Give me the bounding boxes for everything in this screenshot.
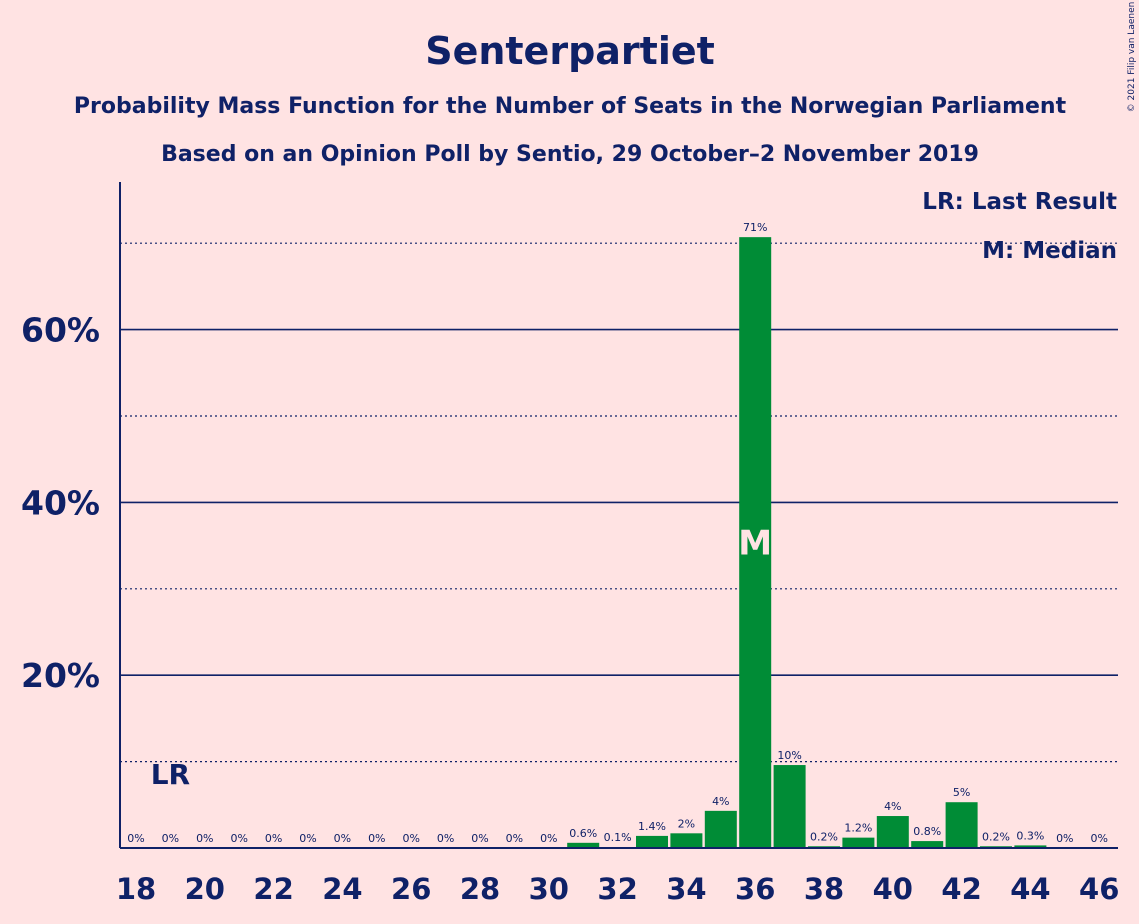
tick-labels: 18 20 22 24 26 28 30 32 34 36 38 40 42 44 46 20% 40% 60% bbox=[21, 311, 1119, 906]
bar bbox=[773, 765, 806, 848]
bar-value-label: 0.2% bbox=[982, 830, 1010, 843]
x-tick-label: 24 bbox=[322, 872, 362, 906]
bar-value-label: 0% bbox=[506, 832, 523, 845]
bar bbox=[670, 833, 703, 848]
bars bbox=[567, 237, 1047, 849]
last-result-marker: LR bbox=[151, 758, 190, 791]
bar-value-label: 0% bbox=[334, 832, 351, 845]
bar bbox=[945, 802, 978, 848]
bar-value-label: 4% bbox=[884, 800, 901, 813]
bar-value-label: 2% bbox=[678, 817, 695, 830]
bar-value-labels: 0% 0% 0% 0% 0% 0% 0% 0% 0% 0% 0% 0% 0% 0.6% 0.1% 1.4% 2%… bbox=[127, 221, 1108, 845]
bar bbox=[567, 842, 600, 848]
bar-value-label: 0% bbox=[196, 832, 213, 845]
x-tick-label: 26 bbox=[391, 872, 431, 906]
y-tick-label: 20% bbox=[21, 656, 100, 695]
bar-value-label: 0% bbox=[265, 832, 282, 845]
bar-value-label: 5% bbox=[953, 786, 970, 799]
y-tick-label: 60% bbox=[21, 311, 100, 350]
bar bbox=[1014, 845, 1047, 848]
bar-value-label: 0% bbox=[127, 832, 144, 845]
bar-value-label: 71% bbox=[743, 221, 767, 234]
bar-value-label: 0% bbox=[402, 832, 419, 845]
bar-value-label: 0% bbox=[1056, 832, 1073, 845]
bar bbox=[876, 816, 909, 848]
x-tick-label: 42 bbox=[941, 872, 981, 906]
copyright-notice: © 2021 Filip van Laenen bbox=[1127, 2, 1137, 113]
bar-value-label: 10% bbox=[777, 749, 801, 762]
x-tick-label: 44 bbox=[1010, 872, 1050, 906]
axes bbox=[119, 182, 1118, 849]
x-tick-label: 28 bbox=[460, 872, 500, 906]
bar-value-label: 0.6% bbox=[569, 827, 597, 840]
x-tick-label: 40 bbox=[873, 872, 913, 906]
bar-value-label: 0.8% bbox=[913, 825, 941, 838]
legend-median: M: Median bbox=[982, 238, 1117, 264]
bar-value-label: 0.3% bbox=[1016, 829, 1044, 842]
legend-last-result: LR: Last Result bbox=[922, 189, 1117, 215]
x-tick-label: 32 bbox=[597, 872, 637, 906]
y-tick-label: 40% bbox=[21, 483, 100, 522]
bar-value-label: 4% bbox=[712, 795, 729, 808]
x-tick-label: 36 bbox=[735, 872, 775, 906]
bar-value-label: 0% bbox=[437, 832, 454, 845]
bar-value-label: 0% bbox=[299, 832, 316, 845]
bar-value-label: 0% bbox=[540, 832, 557, 845]
bar-value-label: 1.2% bbox=[844, 822, 872, 835]
x-tick-label: 46 bbox=[1079, 872, 1119, 906]
chart-title: Senterpartiet bbox=[425, 29, 715, 73]
bar bbox=[911, 841, 944, 848]
bar bbox=[739, 237, 772, 849]
x-tick-label: 38 bbox=[804, 872, 844, 906]
bar bbox=[842, 837, 875, 848]
x-tick-label: 34 bbox=[666, 872, 706, 906]
markers: LR M bbox=[151, 524, 772, 791]
bar-value-label: 0% bbox=[368, 832, 385, 845]
bar-value-label: 0.1% bbox=[604, 831, 632, 844]
bar-value-label: 0.2% bbox=[810, 830, 838, 843]
chart-subtitle-2: Based on an Opinion Poll by Sentio, 29 O… bbox=[161, 142, 979, 167]
bar bbox=[704, 810, 737, 848]
x-tick-label: 30 bbox=[529, 872, 569, 906]
x-tick-label: 18 bbox=[116, 872, 156, 906]
chart-subtitle-1: Probability Mass Function for the Number… bbox=[74, 94, 1067, 119]
bar-value-label: 0% bbox=[1090, 832, 1107, 845]
bar-value-label: 1.4% bbox=[638, 820, 666, 833]
x-tick-label: 20 bbox=[185, 872, 225, 906]
bar-value-label: 0% bbox=[471, 832, 488, 845]
median-marker: M bbox=[738, 524, 772, 564]
bar-value-label: 0% bbox=[230, 832, 247, 845]
bar-value-label: 0% bbox=[162, 832, 179, 845]
bar bbox=[636, 835, 668, 848]
x-tick-label: 22 bbox=[253, 872, 293, 906]
gridlines bbox=[120, 242, 1118, 763]
